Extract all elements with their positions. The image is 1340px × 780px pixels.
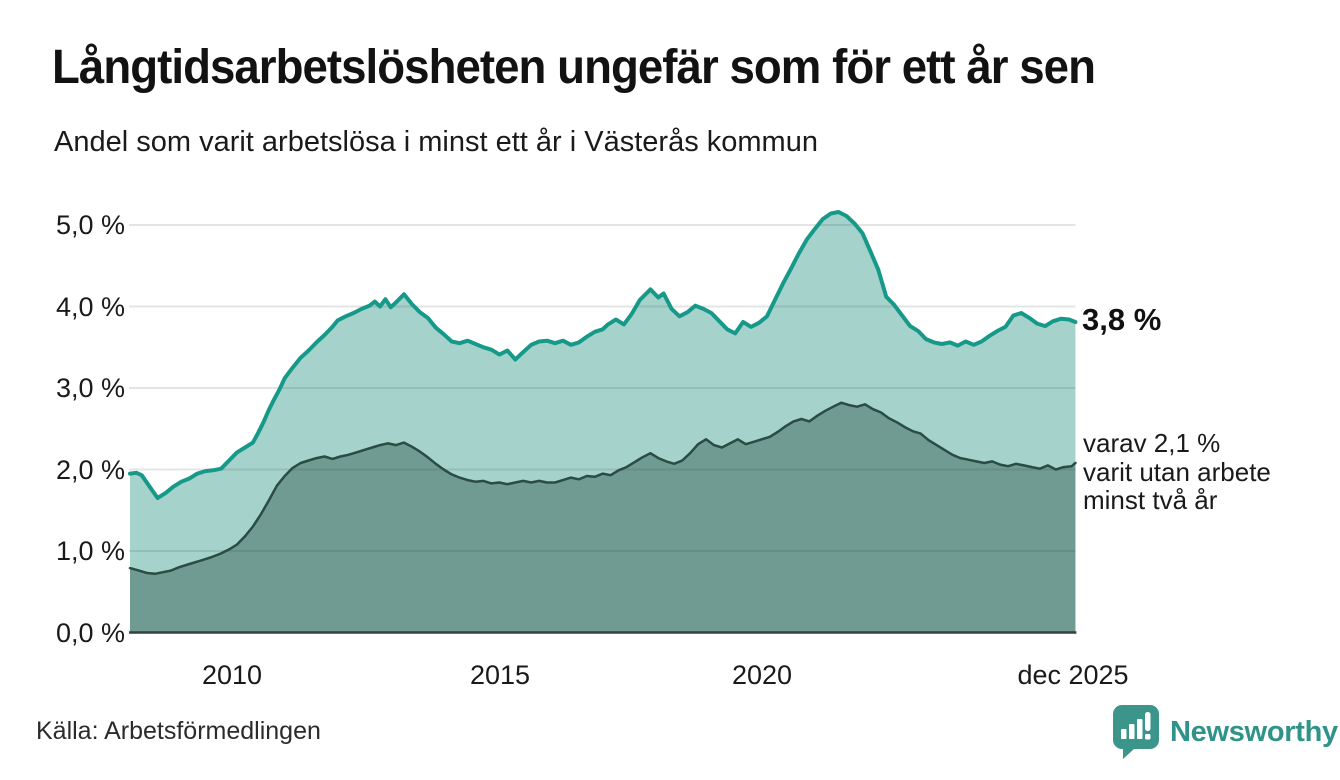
newsworthy-logo: Newsworthy (1112, 704, 1338, 760)
x-axis-tick-2010: 2010 (201, 660, 263, 690)
annotation-line: minst två år (1083, 485, 1218, 515)
series-end-label-total: 3,8 % (1082, 302, 1162, 337)
series-end-label-two-years: varav 2,1 % varit utan arbete minst två … (1083, 429, 1271, 515)
annotation-line: varav 2,1 % (1083, 428, 1221, 458)
y-axis-tick-0: 0,0 % (55, 617, 125, 648)
source-note: Källa: Arbetsförmedlingen (36, 717, 321, 745)
y-axis-tick-5: 5,0 % (55, 210, 125, 240)
x-axis-tick-dec2025: dec 2025 (1017, 660, 1129, 690)
chart-subtitle: Andel som varit arbetslösa i minst ett å… (54, 126, 818, 158)
x-axis-tick-2020: 2020 (731, 660, 793, 690)
y-axis-tick-4: 4,0 % (55, 291, 125, 322)
annotation-line: varit utan arbete (1083, 456, 1271, 487)
y-axis-tick-2: 2,0 % (55, 454, 125, 485)
newsworthy-logo-text: Newsworthy (1170, 715, 1338, 748)
y-axis-tick-1: 1,0 % (55, 536, 125, 566)
y-axis-tick-3: 3,0 % (55, 373, 125, 403)
newsworthy-logo-icon (1113, 705, 1159, 759)
chart-title: Långtidsarbetslösheten ungefär som för e… (52, 41, 1096, 94)
x-axis-tick-2015: 2015 (469, 660, 531, 690)
